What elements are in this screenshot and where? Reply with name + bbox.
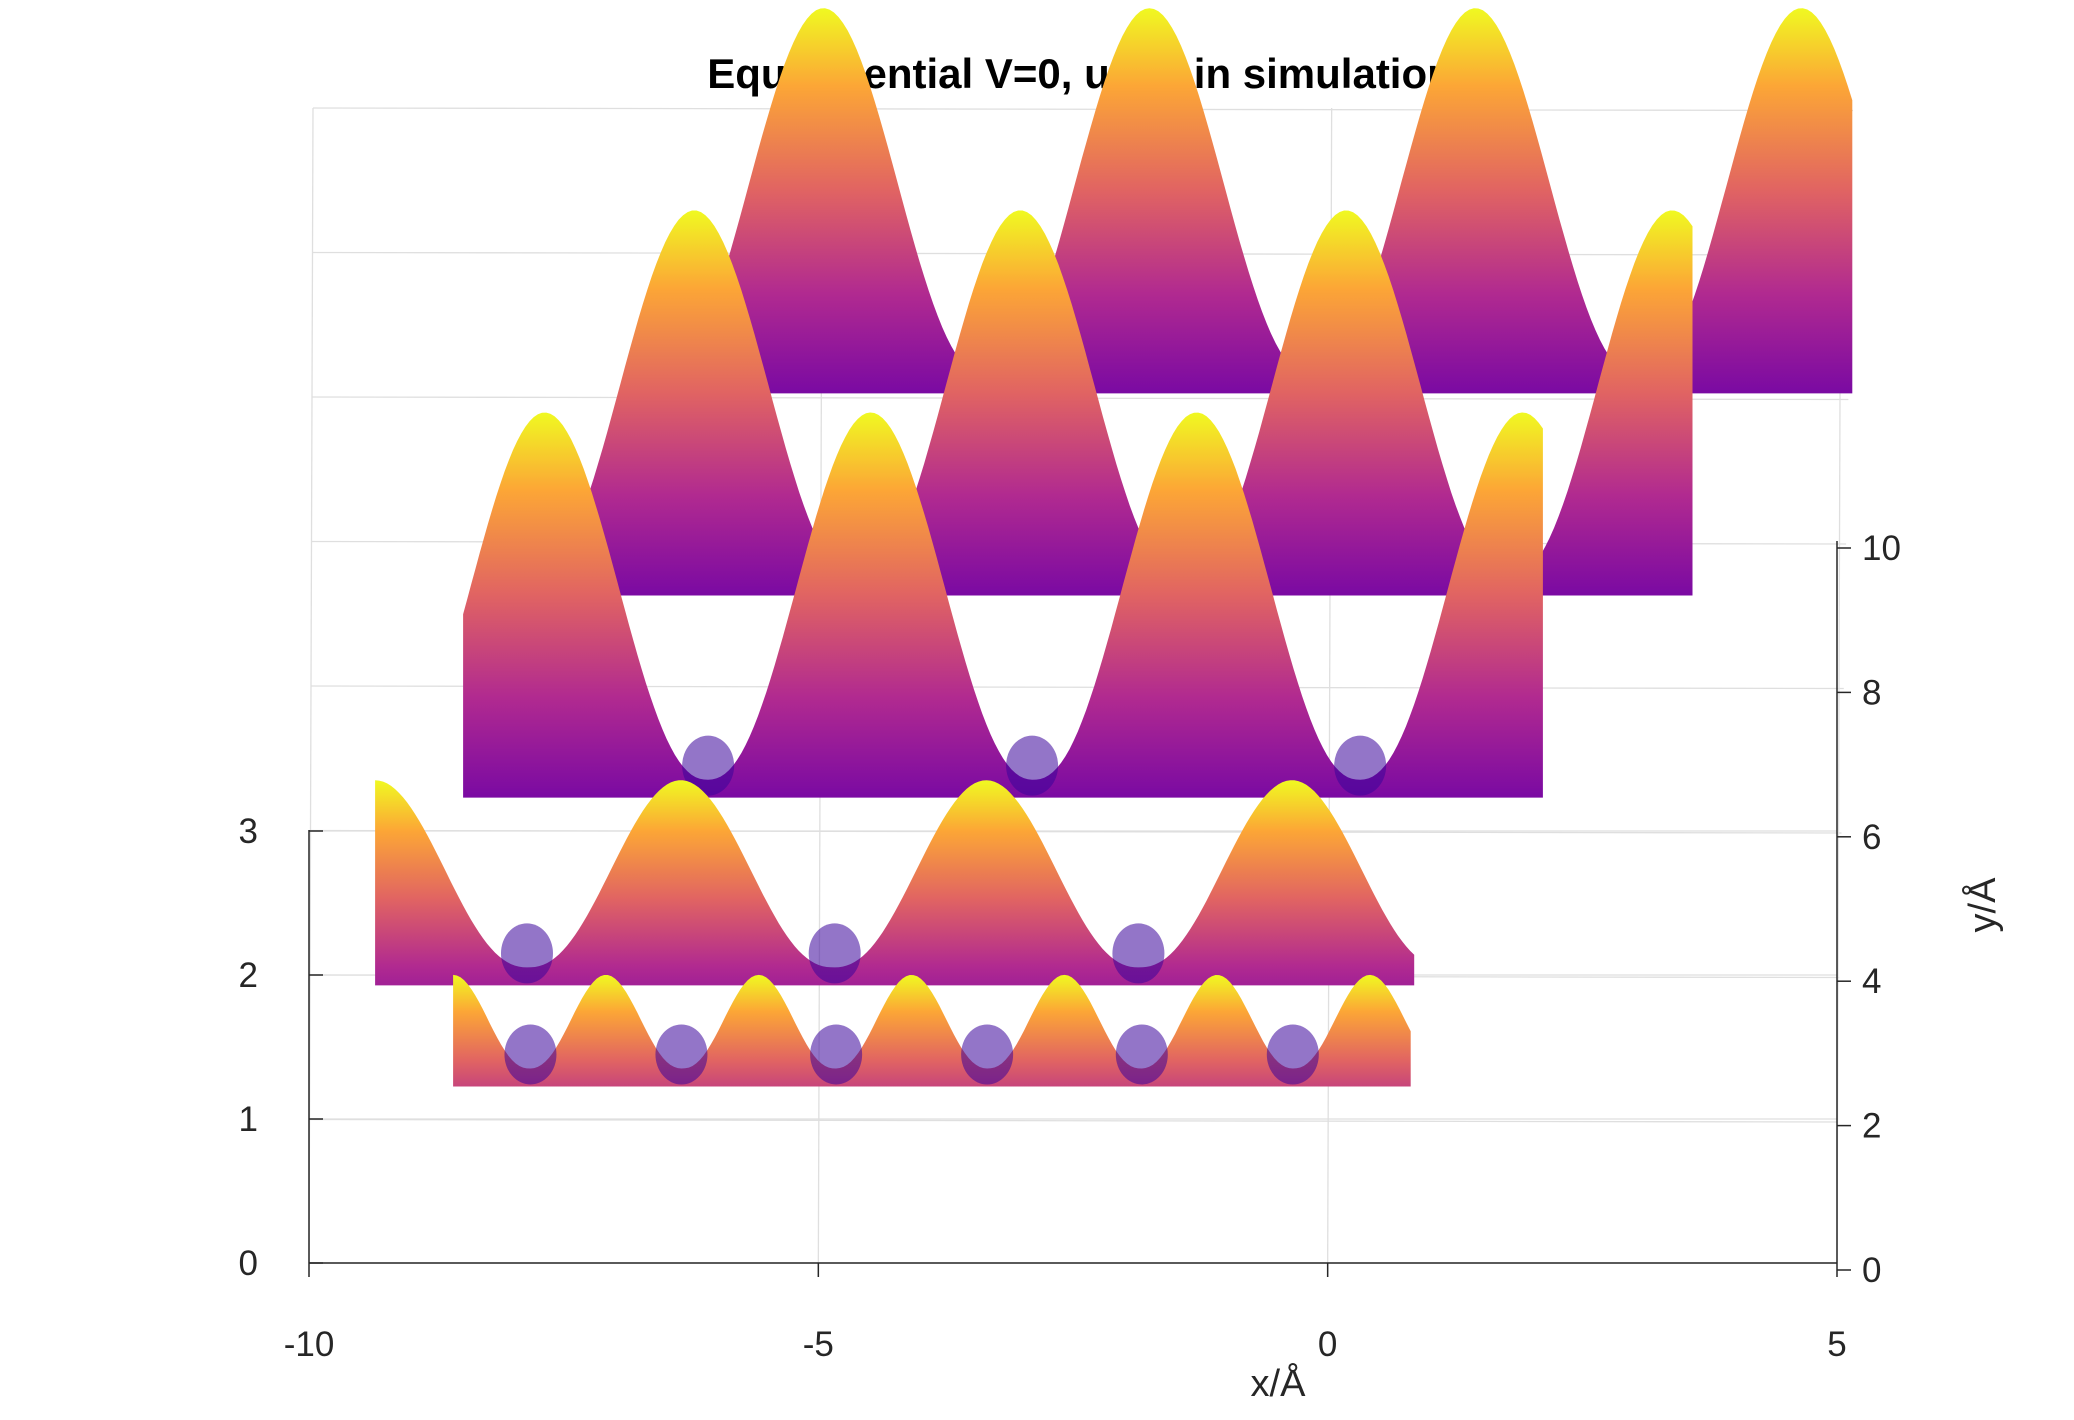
y-tick-label: 6 <box>1862 818 1881 857</box>
y-ticks: 0 2 4 6 8 10 <box>1837 529 1901 1290</box>
x-tick-label: 5 <box>1827 1325 1846 1364</box>
surface-ridge-3 <box>375 780 1415 986</box>
surface-ridge-1 <box>531 210 1693 596</box>
x-tick-label: -10 <box>284 1325 335 1364</box>
surface-front-minima <box>453 974 1411 1087</box>
y-axis-label: y/Å <box>1960 877 2004 933</box>
y-tick-label: 10 <box>1862 529 1901 568</box>
y-tick-label: 2 <box>1862 1107 1881 1146</box>
x-tick-label: 0 <box>1318 1325 1337 1364</box>
surface-ridge-2-trough <box>682 735 735 796</box>
grid-horizontal-0 <box>312 107 1854 112</box>
surface-ridge-3-trough <box>500 923 553 984</box>
z-ticks: 0 1 2 3 <box>239 812 323 1283</box>
z-tick-label: 0 <box>239 1244 258 1283</box>
z-tick-label: 3 <box>239 812 258 851</box>
surface-ridge-2-trough <box>1334 735 1387 796</box>
surface-front-minima-trough <box>655 1024 708 1085</box>
surface-ridge-3-trough <box>808 923 861 984</box>
x-tick-label: -5 <box>803 1325 834 1364</box>
surface <box>375 8 1853 1087</box>
y-tick-label: 8 <box>1862 673 1881 712</box>
z-tick-label: 2 <box>239 956 258 995</box>
z-tick-label: 1 <box>239 1100 258 1139</box>
x-axis-label: x/Å <box>1251 1361 1307 1405</box>
surface-ridge-2 <box>463 412 1543 798</box>
y-tick-label: 0 <box>1862 1251 1881 1290</box>
surface-front-minima-trough <box>961 1024 1014 1085</box>
surface-ridge-0 <box>680 8 1853 394</box>
surface-front-minima-trough <box>1266 1024 1319 1085</box>
surface-front-minima-trough <box>810 1024 863 1085</box>
surface-front-minima-trough <box>1115 1024 1168 1085</box>
surface-ridge-2-trough <box>1006 735 1059 796</box>
y-tick-label: 4 <box>1862 962 1881 1001</box>
axes <box>308 541 1838 1264</box>
surface-front-minima-trough <box>504 1024 557 1085</box>
surface-ridge-3-trough <box>1112 923 1165 984</box>
grid-horizontal-7 <box>309 1118 1837 1123</box>
x-ticks: -10 -5 0 5 <box>284 1263 1847 1364</box>
